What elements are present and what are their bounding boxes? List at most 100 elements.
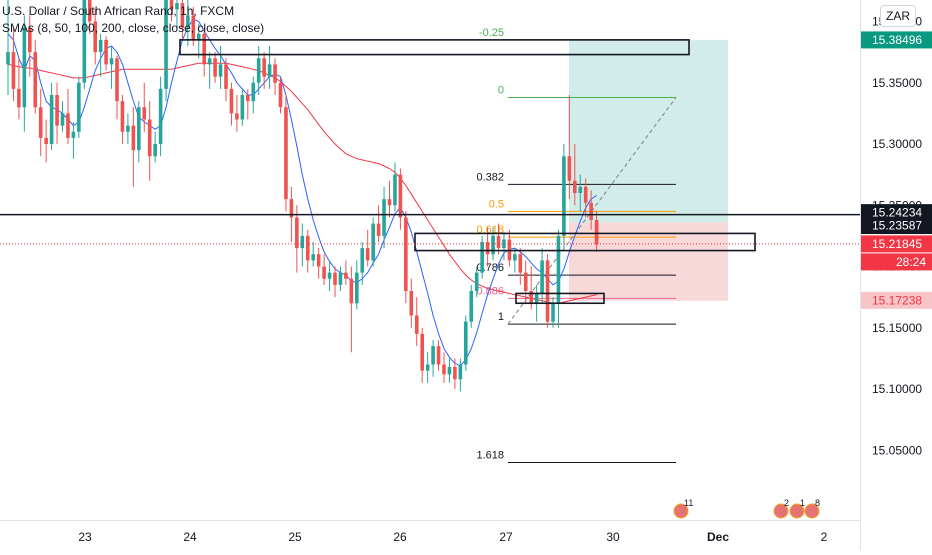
candle-body (180, 3, 185, 28)
candle-body (464, 321, 468, 365)
candle-body (365, 248, 370, 261)
candle-body (142, 107, 147, 120)
candle-body (425, 364, 430, 371)
candle-body (551, 303, 555, 322)
time-tick-label[interactable]: 24 (183, 530, 197, 544)
candle-body (491, 235, 495, 255)
candle-body (344, 272, 348, 279)
candle-body (556, 235, 561, 304)
candle-body (480, 242, 484, 273)
candle-body (60, 113, 65, 126)
economic-events[interactable]: 11 2 1 8 (673, 498, 820, 519)
time-tick-label[interactable]: 2 (821, 530, 828, 544)
price-tick-label[interactable]: 15.10000 (872, 382, 922, 396)
candle-body (28, 27, 32, 53)
zone-box (515, 292, 605, 305)
candle-body (534, 293, 539, 304)
currency-button[interactable]: ZAR (880, 5, 916, 27)
candle-body (333, 272, 337, 285)
zone-box (179, 39, 690, 56)
candle-body (371, 223, 375, 261)
candle-body (273, 64, 277, 83)
candle-body (485, 242, 490, 255)
time-tick-label[interactable]: 27 (499, 530, 513, 544)
candle-body (453, 366, 457, 380)
candle-body (153, 144, 157, 157)
candle-body (147, 119, 152, 157)
us-flag-event-icon[interactable]: 8 (804, 498, 820, 519)
time-tick-label[interactable]: 30 (606, 530, 620, 544)
candle-body (44, 137, 48, 144)
time-tick-label[interactable]: 25 (288, 530, 302, 544)
candle-body (109, 58, 114, 65)
candle-body (589, 202, 593, 220)
symbol-title[interactable]: U.S. Dollar / South African Rand, 1h, FX… (2, 4, 235, 18)
price-tick-label[interactable]: 15.05000 (872, 443, 922, 457)
flag-badge (804, 503, 820, 519)
us-flag-event-icon[interactable]: 1 (789, 498, 805, 519)
candle-body (38, 107, 43, 138)
event-count: 1 (800, 498, 805, 508)
candle-body (583, 186, 588, 203)
candle-body (115, 58, 119, 102)
price-lines (0, 213, 860, 245)
candle-body (567, 156, 572, 181)
candle-body (513, 254, 517, 261)
candle-body (93, 21, 97, 53)
indicator-legend[interactable]: SMAs (8, 50, 100, 200, close, close, clo… (2, 21, 265, 35)
price-label-text: 15.21845 (872, 237, 922, 251)
candle-body (398, 174, 403, 218)
us-flag-event-icon[interactable]: 2 (773, 498, 789, 519)
candle-body (246, 95, 250, 102)
candle-body (120, 101, 125, 132)
candle-body (393, 174, 397, 206)
time-tick-label[interactable]: 26 (393, 530, 407, 544)
candle-body (573, 180, 577, 193)
price-tick-label[interactable]: 15.30000 (872, 137, 922, 151)
candle-body (327, 272, 332, 279)
price-label-bg (861, 31, 932, 49)
candle-body (235, 113, 239, 120)
candle-body (33, 52, 38, 108)
price-tick-label[interactable]: 15.15000 (872, 321, 922, 335)
candle-body (300, 235, 305, 249)
us-flag-event-icon[interactable]: 11 (673, 498, 693, 519)
candle-body (169, 0, 174, 10)
candle-body (447, 366, 452, 375)
fib-level-label: 0.382 (476, 171, 504, 183)
candle-body (186, 15, 190, 28)
candle-body (545, 260, 550, 322)
price-tick-label[interactable]: 15.35000 (872, 76, 922, 90)
candle-body (202, 33, 206, 65)
candle-body (316, 254, 321, 267)
candle-body (196, 33, 201, 40)
candle-body (218, 64, 223, 77)
candle-body (295, 217, 299, 249)
flag-badge (673, 503, 689, 519)
candle-body (409, 291, 414, 316)
price-label-text: 15.38496 (872, 33, 922, 47)
candle-body (240, 95, 245, 120)
candle-body (338, 272, 343, 285)
candle-body (278, 82, 283, 108)
fib-level-label: 0.618 (476, 224, 504, 236)
price-label-text: 15.24234 (872, 206, 922, 220)
price-label-bg (861, 291, 932, 309)
zone-boxes (179, 39, 756, 305)
candle-body (213, 58, 217, 77)
fib-level-label: 0.886 (476, 285, 504, 297)
candle-body (158, 88, 163, 144)
candle-body (360, 248, 365, 273)
time-axis[interactable]: 23 24 25 26 27 30 Dec 2 (78, 530, 827, 544)
chart-legend: U.S. Dollar / South African Rand, 1h, FX… (2, 3, 264, 37)
candle-body (305, 235, 310, 261)
candle-body (284, 107, 288, 200)
candle-body (6, 52, 10, 65)
time-tick-label[interactable]: 23 (78, 530, 92, 544)
zone-box (414, 232, 756, 252)
candle-body (594, 219, 599, 245)
time-tick-label[interactable]: Dec (707, 530, 729, 544)
